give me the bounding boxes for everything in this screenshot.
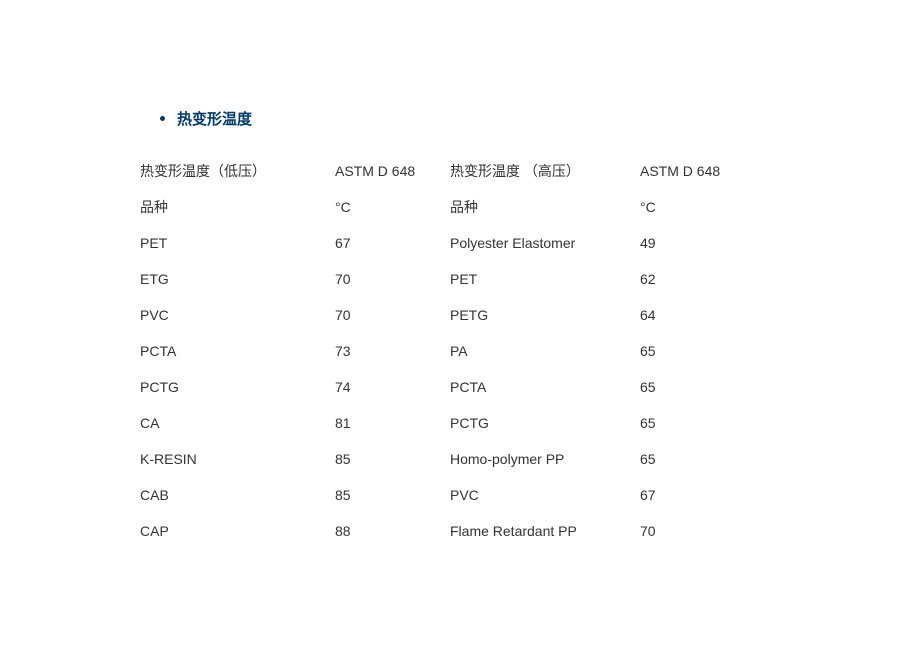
- table-body: PET67Polyester Elastomer49ETG70PET62PVC7…: [140, 225, 780, 549]
- table-cell: CA: [140, 405, 335, 441]
- bullet-icon: [160, 116, 165, 121]
- heading-text: 热变形温度: [177, 108, 252, 129]
- table-row: PCTA73PA65: [140, 333, 780, 369]
- table-cell: Homo-polymer PP: [450, 441, 640, 477]
- table-cell: PA: [450, 333, 640, 369]
- section-heading: 热变形温度: [140, 108, 780, 129]
- table-cell: Flame Retardant PP: [450, 513, 640, 549]
- header-high-pressure-label: 热变形温度 （高压）: [450, 153, 640, 189]
- table-cell: CAP: [140, 513, 335, 549]
- table-cell: 65: [640, 333, 780, 369]
- table-row: CAB85PVC67: [140, 477, 780, 513]
- table-row: CAP88Flame Retardant PP70: [140, 513, 780, 549]
- table-row: ETG70PET62: [140, 261, 780, 297]
- table-cell: 81: [335, 405, 450, 441]
- table-cell: PVC: [140, 297, 335, 333]
- table-cell: 65: [640, 369, 780, 405]
- table-cell: 65: [640, 405, 780, 441]
- table-cell: PETG: [450, 297, 640, 333]
- table-cell: 67: [335, 225, 450, 261]
- header-low-pressure-std: ASTM D 648: [335, 153, 450, 189]
- header-row-2: 品种 °C 品种 °C: [140, 189, 780, 225]
- table-row: PET67Polyester Elastomer49: [140, 225, 780, 261]
- table-cell: Polyester Elastomer: [450, 225, 640, 261]
- table-cell: 67: [640, 477, 780, 513]
- table-cell: 70: [335, 297, 450, 333]
- header-high-pressure-std: ASTM D 648: [640, 153, 780, 189]
- header-unit-right: °C: [640, 189, 780, 225]
- document-page: 热变形温度 热变形温度（低压） ASTM D 648 热变形温度 （高压） AS…: [0, 0, 920, 549]
- table-cell: PCTA: [140, 333, 335, 369]
- table-cell: 85: [335, 477, 450, 513]
- table-cell: CAB: [140, 477, 335, 513]
- header-material-right: 品种: [450, 189, 640, 225]
- table-cell: 70: [640, 513, 780, 549]
- header-row-1: 热变形温度（低压） ASTM D 648 热变形温度 （高压） ASTM D 6…: [140, 153, 780, 189]
- table-cell: 70: [335, 261, 450, 297]
- table-cell: 65: [640, 441, 780, 477]
- table-cell: PET: [450, 261, 640, 297]
- table-cell: 85: [335, 441, 450, 477]
- table-cell: ETG: [140, 261, 335, 297]
- header-unit-left: °C: [335, 189, 450, 225]
- table-row: K-RESIN85Homo-polymer PP65: [140, 441, 780, 477]
- table-cell: 64: [640, 297, 780, 333]
- table-cell: PVC: [450, 477, 640, 513]
- table-cell: 62: [640, 261, 780, 297]
- data-table: 热变形温度（低压） ASTM D 648 热变形温度 （高压） ASTM D 6…: [140, 153, 780, 549]
- table-cell: 88: [335, 513, 450, 549]
- table-cell: PCTG: [140, 369, 335, 405]
- table-row: PVC70PETG64: [140, 297, 780, 333]
- table-cell: PCTA: [450, 369, 640, 405]
- header-low-pressure-label: 热变形温度（低压）: [140, 153, 335, 189]
- table-cell: PET: [140, 225, 335, 261]
- table-cell: 73: [335, 333, 450, 369]
- table-cell: 49: [640, 225, 780, 261]
- table-row: CA81PCTG65: [140, 405, 780, 441]
- table-cell: 74: [335, 369, 450, 405]
- table-cell: PCTG: [450, 405, 640, 441]
- header-material-left: 品种: [140, 189, 335, 225]
- table-cell: K-RESIN: [140, 441, 335, 477]
- table-row: PCTG74PCTA65: [140, 369, 780, 405]
